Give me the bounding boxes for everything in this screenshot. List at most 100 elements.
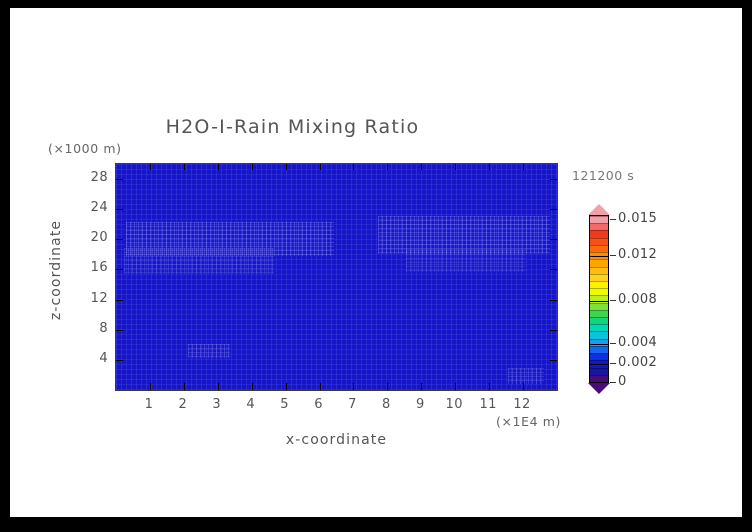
colorbar-tick-label: 0.008	[618, 292, 658, 307]
x-tick-mark	[251, 383, 253, 390]
x-tick-mark	[285, 383, 287, 390]
colorbar-band-divider	[590, 223, 608, 225]
colorbar-band	[590, 302, 608, 311]
colorbar-band	[590, 331, 608, 340]
x-axis-tick-label: 7	[348, 397, 357, 412]
x-axis-tick-label: 9	[415, 397, 425, 412]
x-tick-mark	[387, 383, 389, 390]
y-tick-mark-right	[550, 329, 557, 331]
x-axis-tick-label: 6	[314, 397, 323, 412]
colorbar-band	[590, 266, 608, 275]
colorbar-band-divider	[590, 309, 608, 311]
low-streak-right	[508, 368, 544, 384]
colorbar-band-divider	[590, 216, 608, 217]
x-tick-mark-top	[183, 164, 185, 170]
colorbar-band-divider	[590, 374, 608, 376]
colorbar-band	[590, 288, 608, 296]
colorbar-band	[590, 273, 608, 282]
y-tick-mark	[116, 329, 123, 331]
x-tick-mark-top	[421, 164, 423, 170]
colorbar-gradient-body	[589, 215, 609, 383]
y-axis-unit-label: (×1000 m)	[48, 141, 122, 156]
colorbar-band-divider	[590, 302, 608, 304]
colorbar-band	[590, 367, 608, 376]
y-tick-mark	[116, 209, 123, 211]
y-axis-tick-label: 12	[90, 290, 108, 306]
colorbar-band-divider	[590, 252, 608, 254]
colorbar-band-divider	[590, 244, 608, 246]
x-axis-tick-label: 8	[382, 397, 391, 412]
colorbar-band	[590, 280, 608, 289]
colorbar-band	[590, 259, 608, 268]
colorbar-major-divider	[590, 344, 608, 345]
heatmap-plot-area[interactable]	[115, 163, 558, 391]
x-axis-tick-label: 5	[280, 397, 289, 412]
x-tick-mark	[353, 383, 355, 390]
colorbar-top-cap-triangle	[588, 204, 610, 215]
x-tick-mark	[149, 383, 151, 390]
colorbar-band-divider	[590, 317, 608, 319]
colorbar-major-divider	[590, 364, 608, 365]
y-tick-mark	[116, 269, 123, 271]
x-tick-mark-top	[523, 164, 525, 170]
colorbar-band-divider	[590, 345, 608, 347]
colorbar-tick-label: 0.002	[618, 355, 658, 370]
x-tick-mark	[455, 383, 457, 390]
colorbar-tick-mark	[610, 382, 616, 383]
x-axis-tick-label: 2	[178, 397, 188, 412]
x-tick-mark-top	[353, 164, 355, 170]
x-axis-unit-label: (×1E4 m)	[496, 414, 561, 429]
plot-grid-texture	[116, 164, 557, 390]
colorbar-band	[590, 252, 608, 260]
figure-page: H2O-I-Rain Mixing Ratio (×1000 m) z-coor…	[10, 8, 742, 517]
x-tick-mark	[319, 383, 321, 390]
colorbar-band	[590, 324, 608, 333]
cloud-band-left-lower	[124, 248, 274, 274]
y-tick-mark-right	[550, 359, 557, 361]
colorbar-tick-label: 0.012	[618, 247, 658, 262]
colorbar-band-divider	[590, 360, 608, 362]
y-axis-tick-label: 24	[90, 200, 108, 216]
timestamp-label: 121200 s	[572, 168, 635, 183]
colorbar-band	[590, 295, 608, 304]
x-axis-tick-label: 10	[445, 397, 463, 412]
colorbar-band	[590, 374, 608, 382]
y-tick-mark	[116, 299, 123, 301]
colorbar-band	[590, 309, 608, 318]
colorbar-band-divider	[590, 259, 608, 261]
colorbar-band-divider	[590, 324, 608, 326]
y-tick-mark-right	[550, 239, 557, 241]
colorbar-band	[590, 317, 608, 325]
y-tick-mark	[116, 179, 123, 181]
y-axis-tick-label: 8	[99, 320, 108, 336]
colorbar-band	[590, 230, 608, 239]
y-tick-mark	[116, 359, 123, 361]
y-tick-mark-right	[550, 299, 557, 301]
colorbar-band	[590, 223, 608, 232]
y-axis-tick-labels: 4 8 12 16 20 24 28	[62, 163, 108, 391]
y-axis-tick-label: 16	[90, 260, 108, 276]
y-tick-mark-right	[550, 209, 557, 211]
y-axis-tick-label: 28	[90, 170, 108, 186]
x-tick-mark-top	[285, 164, 287, 170]
colorbar-band	[590, 353, 608, 361]
page-title: H2O-I-Rain Mixing Ratio	[165, 116, 420, 138]
colorbar-tick-label: 0.015	[618, 211, 658, 226]
colorbar-band-divider	[590, 295, 608, 297]
x-tick-mark-top	[387, 164, 389, 170]
low-streak	[188, 344, 230, 358]
colorbar[interactable]: 0.015 0.012 0.008 0.004 0.002 0	[588, 204, 657, 394]
colorbar-band-divider	[590, 367, 608, 369]
x-tick-mark-top	[149, 164, 151, 170]
x-axis-title: x-coordinate	[285, 432, 388, 448]
cloud-band-left	[126, 222, 334, 256]
colorbar-tick-label: 0.004	[618, 335, 658, 350]
colorbar-band	[590, 338, 608, 347]
colorbar-tick-mark	[610, 363, 616, 364]
x-tick-mark	[183, 383, 185, 390]
colorbar-tick-mark	[610, 219, 616, 220]
colorbar-band-divider	[590, 280, 608, 282]
colorbar-band-divider	[590, 230, 608, 232]
x-tick-mark	[421, 383, 423, 390]
colorbar-band	[590, 244, 608, 253]
